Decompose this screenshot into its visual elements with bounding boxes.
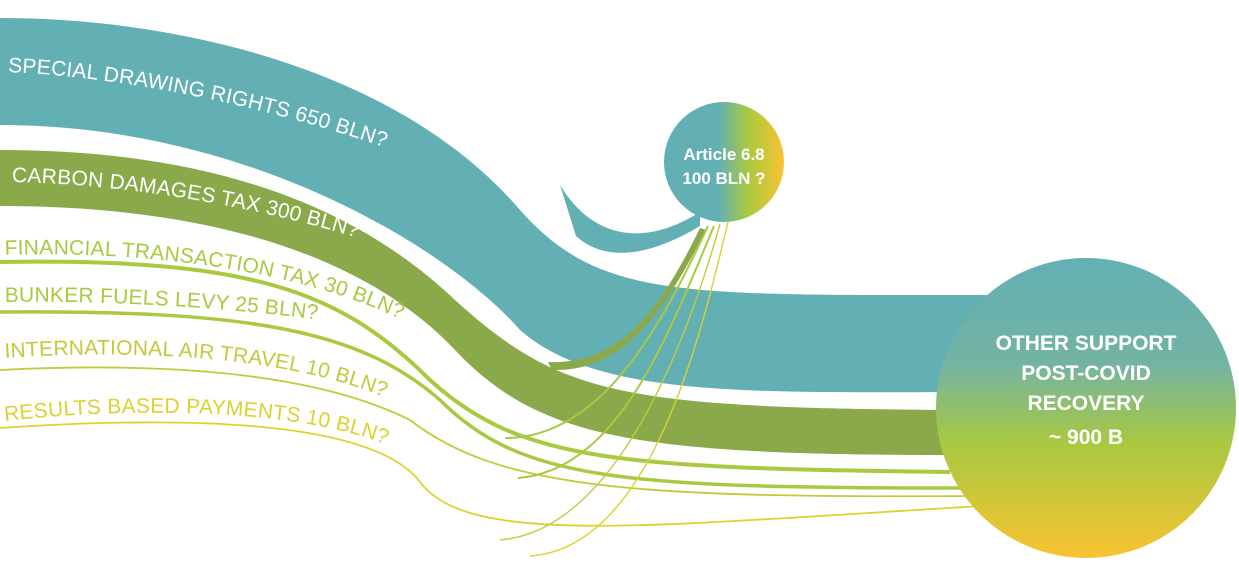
ftt-flow-line	[0, 259, 951, 474]
bunker-flow-line	[0, 310, 961, 490]
sdr-article-branch	[560, 185, 700, 253]
rbp-flow-line	[0, 421, 1001, 527]
other-support-circle	[936, 258, 1236, 558]
other-support-line1: OTHER SUPPORT	[996, 332, 1177, 355]
article-node-title: Article 6.8	[683, 145, 764, 164]
flow-ribbons	[0, 18, 1001, 557]
rbp-flow-label: RESULTS BASED PAYMENTS 10 BLN?	[3, 395, 392, 449]
other-support-line3: RECOVERY	[1027, 392, 1144, 415]
other-support-node: OTHER SUPPORT POST-COVID RECOVERY ~ 900 …	[936, 258, 1236, 558]
bunker-flow-label: BUNKER FUELS LEVY 25 BLN?	[5, 284, 320, 325]
air-article-line	[499, 223, 721, 541]
carbon-flow-band	[0, 150, 960, 455]
other-support-amount: ~ 900 B	[1049, 426, 1123, 449]
ftt-article-line	[504, 225, 709, 439]
air-flow-line	[0, 366, 981, 498]
article-node: Article 6.8 100 BLN ?	[664, 102, 784, 222]
sdr-flow-band	[0, 18, 1000, 393]
rbp-article-line	[529, 221, 729, 557]
carbon-article-branch	[548, 228, 706, 371]
bunker-article-line	[517, 225, 715, 479]
article-node-circle	[664, 102, 784, 222]
other-support-line2: POST-COVID	[1021, 362, 1151, 385]
article-node-amount: 100 BLN ?	[682, 169, 765, 188]
